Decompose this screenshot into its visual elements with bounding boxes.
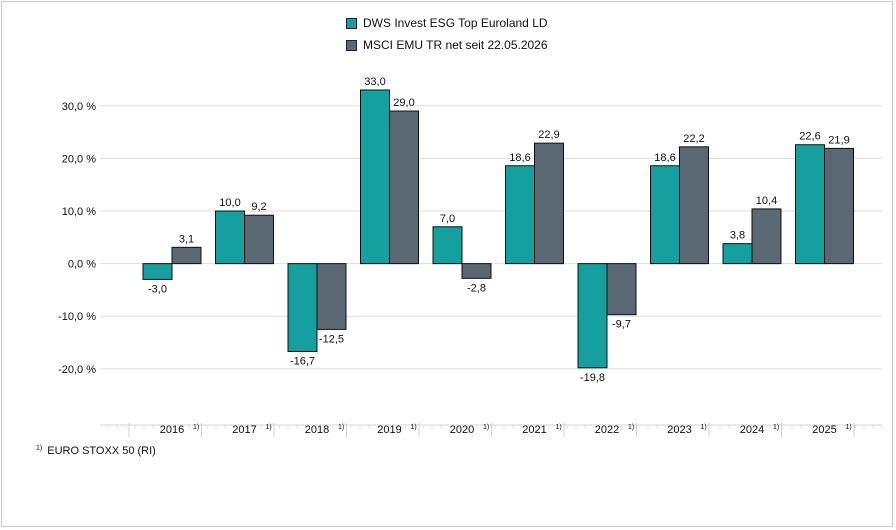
x-tick-label: 2016 xyxy=(160,424,184,436)
y-tick-label: -20,0 % xyxy=(58,364,96,376)
x-tick-footnote-marker: 1) xyxy=(628,424,634,431)
data-label: -9,7 xyxy=(612,319,631,331)
data-label: 3,8 xyxy=(730,230,745,242)
bar-benchmark xyxy=(824,147,854,265)
y-tick-label: -10,0 % xyxy=(58,311,96,323)
bar-fund xyxy=(432,226,463,265)
x-tick-label: 2025 xyxy=(812,424,836,436)
bar-benchmark xyxy=(606,263,637,316)
legend-item-benchmark: MSCI EMU TR net seit 22.05.2026 xyxy=(346,34,548,56)
data-label: 18,6 xyxy=(654,152,675,164)
bar-chart: 30,0 % 20,0 % 10,0 % 0,0 % -10,0 % -20,0 % -3,… xyxy=(58,76,883,437)
data-label: 22,2 xyxy=(683,133,704,145)
data-label: 22,9 xyxy=(538,129,559,141)
legend-swatch-fund xyxy=(346,17,357,29)
x-tick-footnote-marker: 1) xyxy=(483,424,489,431)
legend-item-fund: DWS Invest ESG Top Euroland LD xyxy=(346,12,548,34)
bar-fund xyxy=(142,263,173,280)
x-tick-footnote-marker: 1) xyxy=(193,424,199,431)
y-tick-label: 0,0 % xyxy=(68,259,96,271)
footnote: 1) EURO STOXX 50 (RI) xyxy=(36,445,156,457)
x-tick-footnote-marker: 1) xyxy=(773,424,779,431)
y-tick-label: 30,0 % xyxy=(62,101,96,113)
data-label: -3,0 xyxy=(148,283,167,295)
x-tick-label: 2023 xyxy=(667,424,691,436)
bar-fund xyxy=(577,263,608,369)
bar-fund xyxy=(287,263,318,352)
footnote-text: EURO STOXX 50 (RI) xyxy=(47,445,156,457)
x-tick-label: 2017 xyxy=(232,424,256,436)
x-tick-label: 2019 xyxy=(377,424,401,436)
data-label: 7,0 xyxy=(440,213,455,225)
x-tick-footnote-marker: 1) xyxy=(338,424,344,431)
bar-benchmark xyxy=(751,208,782,265)
data-label: 10,4 xyxy=(756,195,777,207)
legend-label-fund: DWS Invest ESG Top Euroland LD xyxy=(363,16,548,30)
x-tick-footnote-marker: 1) xyxy=(556,424,562,431)
legend-swatch-benchmark xyxy=(346,39,357,51)
data-label: -2,8 xyxy=(467,282,486,294)
chart-legend: DWS Invest ESG Top Euroland LD MSCI EMU … xyxy=(346,12,548,56)
data-label: -19,8 xyxy=(580,372,605,384)
legend-label-benchmark: MSCI EMU TR net seit 22.05.2026 xyxy=(363,38,548,52)
data-label: -16,7 xyxy=(290,355,315,367)
data-label: 10,0 xyxy=(219,197,240,209)
bar-benchmark xyxy=(389,110,419,265)
x-tick-footnote-marker: 1) xyxy=(701,424,707,431)
bar-benchmark xyxy=(244,214,274,265)
x-tick-footnote-marker: 1) xyxy=(846,424,852,431)
x-tick-label: 2024 xyxy=(740,424,764,436)
data-label: 22,6 xyxy=(799,131,820,143)
x-tick-label: 2021 xyxy=(522,424,546,436)
data-label: 18,6 xyxy=(509,152,530,164)
data-label: -12,5 xyxy=(319,333,344,345)
bar-benchmark xyxy=(461,263,492,279)
bar-benchmark xyxy=(316,263,347,330)
x-tick-label: 2018 xyxy=(305,424,329,436)
data-label: 3,1 xyxy=(179,233,194,245)
y-tick-label: 20,0 % xyxy=(62,153,96,165)
bar-fund xyxy=(722,243,753,265)
data-label: 29,0 xyxy=(393,97,414,109)
bar-benchmark xyxy=(534,142,564,265)
data-label: 9,2 xyxy=(251,201,266,213)
bar-benchmark xyxy=(679,146,709,265)
x-tick-footnote-marker: 1) xyxy=(411,424,417,431)
bar-fund xyxy=(360,89,390,265)
data-label: 33,0 xyxy=(364,76,385,88)
bar-fund xyxy=(650,165,680,265)
bar-fund xyxy=(505,165,535,265)
bar-benchmark xyxy=(171,246,202,265)
x-tick-label: 2022 xyxy=(595,424,619,436)
bar-fund xyxy=(215,210,245,265)
bar-fund xyxy=(795,144,825,265)
footnote-marker: 1) xyxy=(36,445,43,452)
x-tick-footnote-marker: 1) xyxy=(266,424,272,431)
data-label: 21,9 xyxy=(828,134,849,146)
y-tick-label: 10,0 % xyxy=(62,206,96,218)
x-tick-label: 2020 xyxy=(450,424,474,436)
